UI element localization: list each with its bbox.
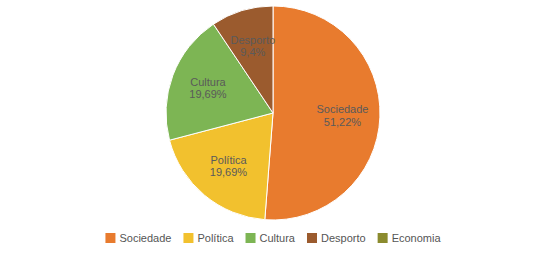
legend-item: Política: [183, 232, 234, 244]
legend-item: Cultura: [246, 232, 296, 244]
legend-swatch: [105, 233, 115, 243]
slice-labels: Sociedade51,22%Política19,69%Cultura19,6…: [189, 34, 368, 179]
slice-label-value: 19,69%: [210, 166, 248, 178]
slice-label-category: Desporto: [230, 34, 275, 46]
legend-label: Sociedade: [119, 232, 171, 244]
legend-item: Sociedade: [105, 232, 171, 244]
pie-slice: [265, 6, 380, 220]
legend-swatch: [307, 233, 317, 243]
legend: Sociedade Política Cultura Desporto Economia: [105, 232, 441, 244]
legend-swatch: [183, 233, 193, 243]
slice-label: Cultura19,69%: [189, 76, 227, 101]
legend-label: Política: [197, 232, 234, 244]
slice-label-category: Cultura: [190, 76, 226, 88]
legend-label: Economia: [392, 232, 442, 244]
chart-container: Sociedade51,22%Política19,69%Cultura19,6…: [0, 0, 546, 256]
slice-label: Desporto9,4%: [230, 34, 275, 59]
slice-label-value: 19,69%: [189, 88, 227, 100]
legend-label: Desporto: [321, 232, 366, 244]
legend-swatch: [246, 233, 256, 243]
slice-label-value: 51,22%: [324, 116, 362, 128]
legend-swatch: [378, 233, 388, 243]
legend-label: Cultura: [260, 232, 296, 244]
legend-item: Desporto: [307, 232, 366, 244]
chart: Sociedade51,22%Política19,69%Cultura19,6…: [0, 0, 546, 256]
slice-label-value: 9,4%: [240, 46, 265, 58]
slice-label: Sociedade51,22%: [316, 103, 368, 128]
legend-item: Economia: [378, 232, 442, 244]
pie: [166, 6, 380, 220]
slice-label: Política19,69%: [210, 154, 248, 179]
slice-label-category: Política: [210, 154, 247, 166]
slice-label-category: Sociedade: [316, 103, 368, 115]
